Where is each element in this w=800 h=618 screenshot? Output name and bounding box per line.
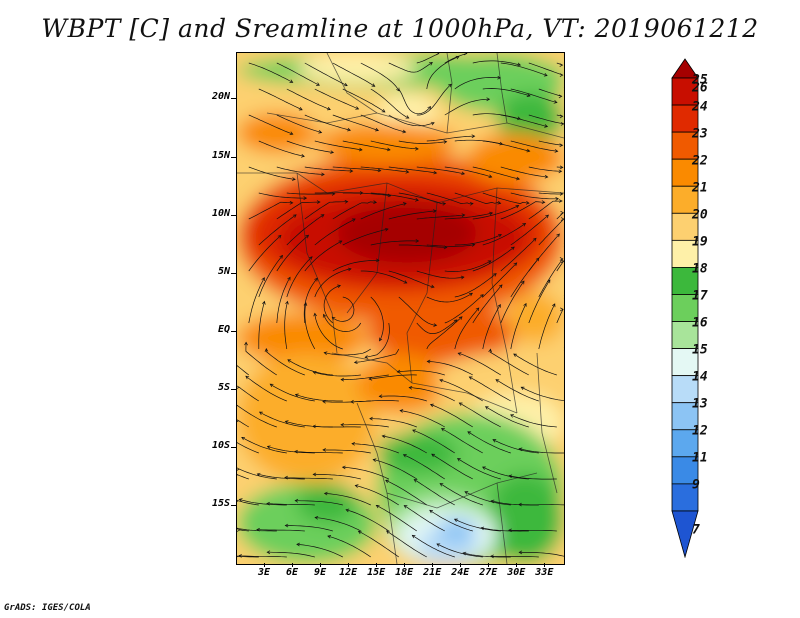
colorbar-min-arrow bbox=[671, 510, 699, 558]
lat-tick-label: 5S bbox=[217, 381, 230, 393]
colorbar-segment bbox=[671, 483, 699, 512]
colorbar-segment bbox=[671, 185, 699, 214]
lat-tick bbox=[231, 504, 236, 506]
lon-tick-label: 15E bbox=[367, 567, 386, 578]
colorbar-label: 7 bbox=[692, 522, 700, 538]
lat-tick bbox=[231, 330, 236, 332]
lon-tick bbox=[348, 563, 350, 567]
lat-tick bbox=[231, 388, 236, 390]
grads-credit: GrADS: IGES/COLA bbox=[4, 603, 91, 613]
colorbar-label: 25 bbox=[692, 72, 708, 88]
lat-tick-label: 10N bbox=[211, 207, 230, 219]
colorbar-label: 24 bbox=[692, 99, 708, 115]
colorbar-segment bbox=[671, 348, 699, 377]
colorbar-label: 13 bbox=[692, 396, 708, 412]
colorbar-label: 14 bbox=[692, 369, 708, 385]
colorbar-label: 11 bbox=[692, 450, 708, 466]
lon-tick-label: 21E bbox=[423, 567, 442, 578]
wbpt-shading bbox=[237, 53, 564, 564]
lon-tick-label: 12E bbox=[339, 567, 358, 578]
lon-tick-label: 9E bbox=[314, 567, 327, 578]
colorbar-label: 18 bbox=[692, 261, 708, 277]
lat-tick-label: 15N bbox=[211, 149, 230, 161]
lon-tick bbox=[264, 563, 266, 567]
lon-tick bbox=[516, 563, 518, 567]
lat-tick-label: 10S bbox=[211, 439, 230, 451]
lon-tick bbox=[320, 563, 322, 567]
lat-tick bbox=[231, 156, 236, 158]
lat-tick-label: 5N bbox=[217, 265, 230, 277]
lon-tick-label: 27E bbox=[479, 567, 498, 578]
lon-tick-label: 33E bbox=[535, 567, 554, 578]
colorbar-label: 9 bbox=[692, 477, 700, 493]
lat-tick-label: 15S bbox=[211, 497, 230, 509]
colorbar-segment bbox=[671, 239, 699, 268]
lon-tick-label: 3E bbox=[257, 567, 271, 578]
colorbar-label: 20 bbox=[692, 207, 708, 223]
lat-tick-label: 20N bbox=[211, 91, 230, 103]
lat-tick bbox=[231, 214, 236, 216]
lon-tick bbox=[292, 563, 294, 567]
colorbar-segment bbox=[671, 402, 699, 431]
lon-tick-label: 6E bbox=[286, 567, 299, 578]
colorbar bbox=[671, 58, 699, 558]
country-borders bbox=[237, 53, 564, 564]
colorbar-label: 26 bbox=[692, 80, 708, 96]
lon-tick bbox=[460, 563, 462, 567]
figure-title: WBPT [C] and Sreamline at 1000hPa, VT: 2… bbox=[41, 14, 759, 43]
wbpt-streamline-map bbox=[237, 53, 564, 564]
map-frame bbox=[236, 52, 565, 565]
colorbar-label: 15 bbox=[692, 342, 708, 358]
lat-tick bbox=[231, 446, 236, 448]
colorbar-segment bbox=[671, 456, 699, 485]
colorbar-label: 23 bbox=[692, 126, 708, 142]
streamlines bbox=[237, 53, 564, 559]
lon-tick bbox=[544, 563, 546, 567]
lon-tick-label: 18E bbox=[395, 567, 414, 578]
lon-tick bbox=[404, 563, 406, 567]
lat-tick bbox=[231, 272, 236, 274]
lon-tick bbox=[376, 563, 378, 567]
colorbar-segment bbox=[671, 267, 699, 295]
lon-tick-label: 30E bbox=[507, 567, 526, 578]
colorbar-label: 16 bbox=[692, 315, 708, 331]
lon-tick bbox=[488, 563, 490, 567]
lon-tick bbox=[432, 563, 434, 567]
colorbar-label: 17 bbox=[692, 288, 708, 304]
colorbar-segment bbox=[671, 429, 699, 458]
colorbar-label: 22 bbox=[692, 153, 708, 169]
colorbar-label: 19 bbox=[692, 234, 708, 250]
lat-tick bbox=[231, 98, 236, 100]
colorbar-segment bbox=[671, 321, 699, 349]
colorbar-segment bbox=[671, 104, 699, 133]
lon-tick-label: 24E bbox=[451, 567, 470, 578]
colorbar-label: 21 bbox=[692, 180, 708, 196]
colorbar-label: 12 bbox=[692, 423, 708, 439]
lat-tick-label: EQ bbox=[217, 323, 230, 335]
